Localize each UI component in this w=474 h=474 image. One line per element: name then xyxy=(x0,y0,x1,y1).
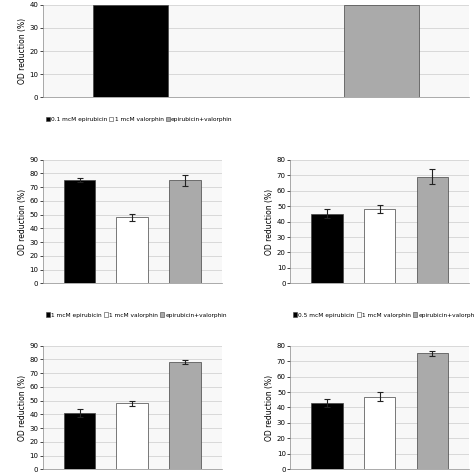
Bar xyxy=(344,5,419,98)
Bar xyxy=(117,403,148,469)
Legend: 0.1 mcM epirubicin, 1 mcM valorphin, epirubicin+valorphin: 0.1 mcM epirubicin, 1 mcM valorphin, epi… xyxy=(46,117,233,122)
Bar xyxy=(311,214,343,283)
Bar xyxy=(311,403,343,469)
Bar xyxy=(117,218,148,283)
Y-axis label: OD reduction (%): OD reduction (%) xyxy=(265,189,274,255)
Bar xyxy=(169,362,201,469)
Bar xyxy=(93,5,168,98)
Bar xyxy=(364,209,395,283)
Bar xyxy=(64,180,95,283)
Bar xyxy=(417,177,448,283)
Legend: 1 mcM epirubicin, 1 mcM valorphin, epirubicin+valorphin: 1 mcM epirubicin, 1 mcM valorphin, epiru… xyxy=(46,312,227,318)
Y-axis label: OD reduction (%): OD reduction (%) xyxy=(18,18,27,84)
Y-axis label: OD reduction (%): OD reduction (%) xyxy=(265,374,274,440)
Bar xyxy=(64,413,95,469)
Y-axis label: OD reduction (%): OD reduction (%) xyxy=(18,374,27,440)
Bar xyxy=(364,397,395,469)
Bar xyxy=(169,180,201,283)
Legend: 0.5 mcM epirubicin, 1 mcM valorphin, epirubicin+valorphin: 0.5 mcM epirubicin, 1 mcM valorphin, epi… xyxy=(293,312,474,318)
Bar xyxy=(417,354,448,469)
Y-axis label: OD reduction (%): OD reduction (%) xyxy=(18,189,27,255)
